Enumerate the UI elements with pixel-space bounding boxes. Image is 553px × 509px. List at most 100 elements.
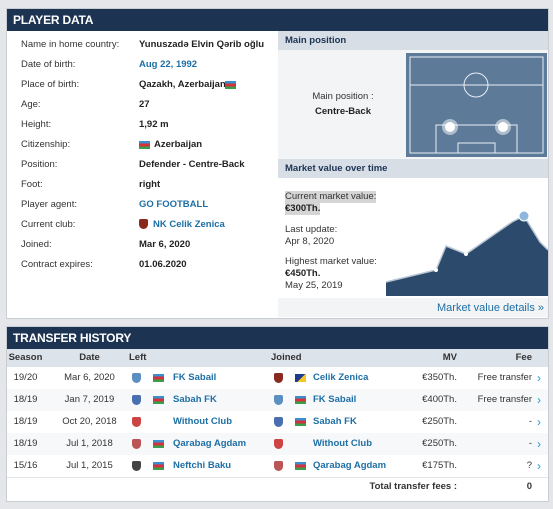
highest-date: May 25, 2019	[285, 280, 343, 291]
field-label: Age:	[21, 99, 41, 110]
season: 19/20	[13, 372, 38, 383]
field-label: Name in home country:	[21, 39, 120, 50]
transfer-row: 18/19 Oct 20, 2018 Without Club Sabah FK €25…	[7, 411, 548, 434]
transfer-row: 19/20 Mar 6, 2020 FK Sabail Celik Zenica €35…	[7, 367, 548, 390]
club-crest	[132, 461, 141, 471]
date: Mar 6, 2020	[64, 372, 115, 383]
club-crest	[132, 373, 141, 383]
details-link[interactable]: Market value details »	[437, 302, 544, 314]
row-arrow[interactable]: ›	[537, 459, 541, 473]
field-value: NK Celik Zenica	[153, 219, 225, 230]
section-title: PLAYER DATA	[7, 9, 548, 31]
field-value: Yunuszadə Elvin Qərib oğlu	[139, 39, 265, 50]
left-club: Sabah FK	[173, 394, 217, 405]
row-arrow[interactable]: ›	[537, 437, 541, 451]
flag	[295, 462, 306, 470]
joined-club: Sabah FK	[313, 416, 357, 427]
column-header: Season	[8, 352, 43, 363]
field-value: 1,92 m	[139, 119, 169, 130]
fee: -	[528, 438, 532, 449]
current-label: Current market value:	[285, 191, 377, 203]
row-arrow[interactable]: ›	[537, 415, 541, 429]
fee: Free transfer	[477, 372, 532, 383]
club-crest	[132, 439, 141, 449]
market-value: €250Th.	[422, 438, 457, 449]
club-crest	[132, 395, 141, 405]
fee: ?	[526, 460, 532, 471]
flag	[295, 374, 306, 382]
joined-club: Qarabag Agdam	[313, 460, 387, 471]
flag	[139, 141, 150, 149]
field-label: Position:	[21, 159, 58, 170]
player-rows: Name in home country: Yunuszadə Elvin Qər…	[7, 31, 277, 311]
field-label: Date of birth:	[21, 59, 76, 70]
table-header: Season Date Left Joined MV Fee	[7, 349, 548, 367]
pitch	[406, 53, 547, 157]
field-value: Azerbaijan	[154, 139, 203, 150]
left-club: FK Sabail	[173, 372, 217, 383]
highest-label: Highest market value:	[285, 256, 377, 267]
flag	[225, 81, 236, 89]
right-column: Main position Main position : Centre-Bac…	[278, 31, 548, 317]
subsection-title: Market value over time	[278, 159, 548, 178]
table-body: 19/20 Mar 6, 2020 FK Sabail Celik Zenica €35…	[7, 367, 548, 499]
club-crest	[139, 219, 148, 229]
field-label: Joined:	[21, 239, 52, 250]
fee: -	[528, 416, 532, 427]
season: 18/19	[13, 416, 38, 427]
column-header: Date	[79, 352, 100, 363]
left-club: Neftchi Baku	[173, 460, 232, 471]
value-graph	[385, 210, 548, 296]
club-crest	[274, 395, 283, 405]
total-label: Total transfer fees :	[369, 481, 457, 492]
flag	[295, 396, 306, 404]
total-value: 0	[526, 481, 532, 492]
column-header: MV	[442, 352, 457, 363]
joined-club: FK Sabail	[313, 394, 357, 405]
date: Jan 7, 2019	[64, 394, 115, 405]
field-value: 27	[139, 99, 150, 110]
column-header: Left	[129, 352, 147, 363]
field-label: Foot:	[21, 179, 43, 190]
season: 18/19	[13, 438, 38, 449]
joined-club: Celik Zenica	[313, 372, 369, 383]
transfer-row: 18/19 Jan 7, 2019 Sabah FK FK Sabail €400Th.…	[7, 389, 548, 412]
field-label: Contract expires:	[21, 259, 93, 270]
field-value: right	[139, 179, 161, 190]
player-data-box: PLAYER DATA Name in home country: Yunusza…	[6, 8, 549, 319]
position-value: Centre-Back	[315, 106, 371, 117]
date: Jul 1, 2015	[66, 460, 113, 471]
field-label: Player agent:	[21, 199, 77, 210]
section-title: TRANSFER HISTORY	[7, 327, 548, 349]
date: Jul 1, 2018	[66, 438, 113, 449]
current-value: €300Th.	[285, 203, 321, 215]
fee: Free transfer	[477, 394, 532, 405]
flag	[153, 462, 164, 470]
highest-value: €450Th.	[285, 268, 321, 279]
field-label: Height:	[21, 119, 52, 130]
club-crest	[274, 373, 283, 383]
flag	[295, 418, 306, 426]
market-value: €250Th.	[422, 416, 457, 427]
row-arrow[interactable]: ›	[537, 393, 541, 407]
field-value: 01.06.2020	[139, 259, 187, 270]
left-club: Without Club	[173, 416, 233, 427]
market-value: €175Th.	[422, 460, 457, 471]
field-label: Place of birth:	[21, 79, 80, 90]
market-value: €400Th.	[422, 394, 457, 405]
field-value: Defender - Centre-Back	[139, 159, 245, 170]
joined-club: Without Club	[313, 438, 373, 449]
row-arrow[interactable]: ›	[537, 371, 541, 385]
field-label: Current club:	[21, 219, 76, 230]
left-club: Qarabag Agdam	[173, 438, 247, 449]
subsection-title: Main position	[278, 31, 548, 50]
field-value: Aug 22, 1992	[139, 59, 198, 70]
club-crest	[274, 461, 283, 471]
field-value: GO FOOTBALL	[139, 199, 209, 210]
field-value: Qazakh, Azerbaijan	[139, 79, 226, 90]
transfer-box: TRANSFER HISTORY Season Date Left Joined MV F…	[6, 326, 549, 502]
column-header: Joined	[271, 352, 302, 363]
last-update-label: Last update:	[285, 224, 338, 235]
season: 18/19	[13, 394, 38, 405]
